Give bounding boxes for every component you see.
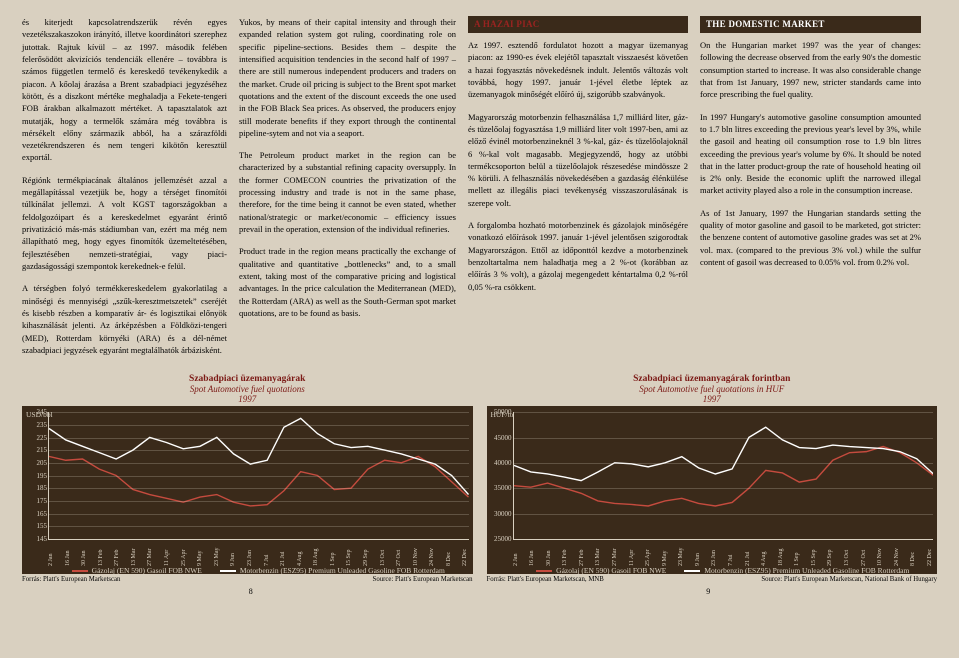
para: Régiónk termékpiacának általános jellemz… (22, 174, 227, 273)
column-1-hu: és kiterjedt kapcsolatrendszerük révén e… (22, 16, 227, 366)
chart-legend: Gázolaj (EN 590) Gasoil FOB NWE Motorben… (48, 566, 469, 578)
para: The Petroleum product market in the regi… (239, 149, 456, 235)
para: As of 1st January, 1997 the Hungarian st… (700, 207, 921, 269)
upper-text: és kiterjedt kapcsolatrendszerük révén e… (22, 16, 937, 366)
legend-swatch-gasoil (72, 570, 88, 572)
para: és kiterjedt kapcsolatrendszerük révén e… (22, 16, 227, 164)
chart-title-en: Spot Automotive fuel quotations1997 (22, 384, 473, 404)
chart-left: USD/bbl 24523522521520519518517516515514… (22, 406, 473, 574)
column-2-en: Yukos, by means of their capital intensi… (239, 16, 456, 366)
page-number-right: 9 (480, 587, 938, 596)
chart-lines (514, 412, 934, 539)
x-ticks: 2 Jan16 Jan30 Jan13 Feb27 Feb13 Mar27 Ma… (48, 542, 469, 566)
legend-swatch-gasoline (684, 570, 700, 572)
para: A forgalomba hozható motorbenzinek és gá… (468, 219, 688, 293)
chart-right: HUF/to 500004500040000350003000025000 2 … (487, 406, 938, 574)
page-number-left: 8 (22, 587, 480, 596)
para: Product trade in the region means practi… (239, 245, 456, 319)
para: Magyarország motorbenzin felhasználása 1… (468, 111, 688, 210)
plot-area: 245235225215205195185175165155145 (48, 412, 469, 540)
para: Az 1997. esztendő fordulatot hozott a ma… (468, 39, 688, 101)
section-heading-en: THE DOMESTIC MARKET (700, 16, 921, 33)
page-numbers: 8 9 (22, 583, 937, 596)
chart-title-hu: Szabadpiaci üzemanyagárak forintban (487, 374, 938, 384)
para: A térségben folyó termékkereskedelem gya… (22, 282, 227, 356)
column-4-en: THE DOMESTIC MARKET On the Hungarian mar… (700, 16, 921, 366)
column-3-hu: A HAZAI PIAC Az 1997. esztendő fordulato… (468, 16, 688, 366)
legend-swatch-gasoil (536, 570, 552, 572)
para: On the Hungarian market 1997 was the yea… (700, 39, 921, 101)
para: Yukos, by means of their capital intensi… (239, 16, 456, 139)
plot-area: 500004500040000350003000025000 (513, 412, 934, 540)
legend-swatch-gasoline (220, 570, 236, 572)
x-ticks: 2 Jan16 Jan30 Jan13 Feb27 Feb13 Mar27 Ma… (513, 542, 934, 566)
charts-row: Szabadpiaci üzemanyagárak Spot Automotiv… (22, 374, 937, 583)
chart-legend: Gázolaj (EN 590) Gasoil FOB NWE Motorben… (513, 566, 934, 578)
section-heading-hu: A HAZAI PIAC (468, 16, 688, 33)
chart-title-hu: Szabadpiaci üzemanyagárak (22, 374, 473, 384)
para: In 1997 Hungary's automotive gasoline co… (700, 111, 921, 197)
chart-right-wrap: Szabadpiaci üzemanyagárak forintban Spot… (487, 374, 938, 583)
chart-left-wrap: Szabadpiaci üzemanyagárak Spot Automotiv… (22, 374, 473, 583)
chart-title-en: Spot Automotive fuel quotations in HUF19… (487, 384, 938, 404)
